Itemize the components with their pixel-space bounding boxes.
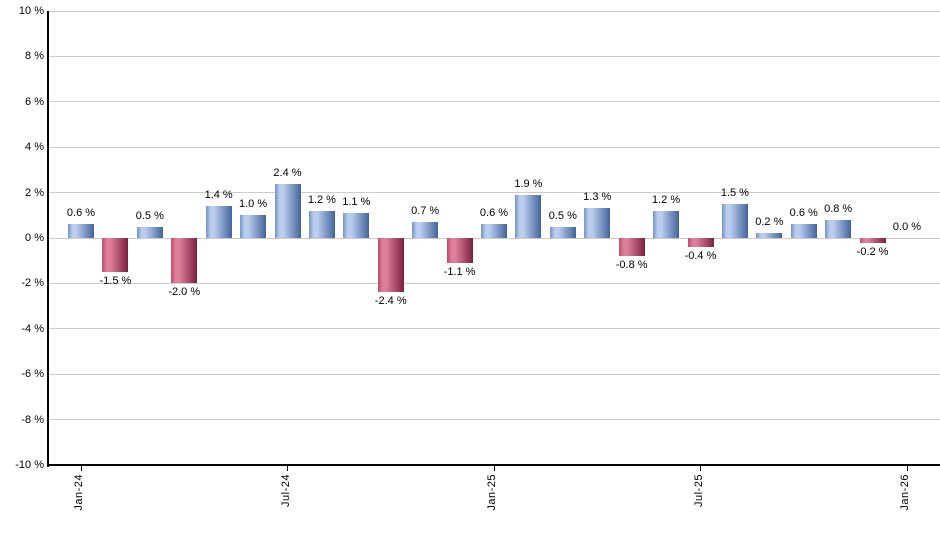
bar xyxy=(515,194,542,238)
y-tick-label: -10 % xyxy=(15,459,44,471)
bar xyxy=(343,213,370,238)
bar-value-label: 0.0 % xyxy=(892,221,922,233)
bar-value-label: 2.4 % xyxy=(273,166,302,179)
gridline xyxy=(48,101,940,103)
gridline xyxy=(48,419,940,421)
bar xyxy=(653,210,680,238)
y-tick-label: 4 % xyxy=(25,141,44,154)
bar-value-label: 1.5 % xyxy=(720,186,749,199)
bar xyxy=(584,208,611,238)
gridline xyxy=(48,192,940,194)
gridline xyxy=(48,55,940,57)
x-tick-mark xyxy=(906,466,908,471)
bar-value-label: 1.1 % xyxy=(342,196,371,209)
y-tick-label: -2 % xyxy=(21,277,44,290)
bar xyxy=(274,183,301,238)
bar xyxy=(859,238,886,243)
x-tick-label: Jan-26 xyxy=(899,474,911,511)
bar-value-label: 0.6 % xyxy=(66,207,96,220)
bar-value-label: -0.4 % xyxy=(684,250,717,263)
bar xyxy=(377,238,404,293)
bar-value-label: 1.9 % xyxy=(514,177,543,190)
bar xyxy=(481,224,507,238)
bar-value-label: 0.7 % xyxy=(411,205,440,218)
bar-value-label: -0.2 % xyxy=(856,245,889,258)
bar xyxy=(171,238,198,284)
gridline xyxy=(48,237,940,239)
gridline xyxy=(48,328,940,330)
bar-value-label: 0.2 % xyxy=(755,216,784,229)
bar-value-label: -2.4 % xyxy=(374,295,407,308)
bar xyxy=(687,238,714,248)
y-tick-label: 0 % xyxy=(25,232,44,244)
gridline xyxy=(48,282,940,284)
gridline xyxy=(48,373,940,375)
y-tick-label: 8 % xyxy=(25,50,44,63)
bar-value-label: 1.2 % xyxy=(652,193,681,206)
bar-value-label: -1.1 % xyxy=(443,265,476,278)
bar xyxy=(756,233,783,238)
bar-value-label: 0.5 % xyxy=(135,209,164,222)
bar-value-label: 1.4 % xyxy=(204,189,233,202)
bar xyxy=(205,206,232,238)
bar xyxy=(102,238,129,273)
bar-value-label: -2.0 % xyxy=(168,286,201,299)
y-tick-label: -8 % xyxy=(21,413,44,426)
bar xyxy=(412,222,439,238)
bar xyxy=(721,203,748,238)
y-tick-label: 2 % xyxy=(25,186,44,199)
x-tick-mark xyxy=(80,466,82,471)
x-tick-mark xyxy=(287,466,288,471)
bar xyxy=(549,226,576,238)
y-tick-label: 6 % xyxy=(25,95,44,108)
bar xyxy=(68,224,94,238)
bar xyxy=(446,238,473,263)
bar-value-label: 1.2 % xyxy=(307,193,336,206)
y-tick-label: -6 % xyxy=(21,368,44,381)
gridline xyxy=(48,10,940,12)
bar xyxy=(790,224,817,238)
bar xyxy=(136,226,163,238)
bar xyxy=(825,219,852,238)
bar-value-label: 1.0 % xyxy=(239,198,268,211)
x-tick-label: Jan-25 xyxy=(486,474,498,511)
y-tick-label: 10 % xyxy=(18,5,44,17)
bar xyxy=(308,210,335,238)
bar-value-label: 0.5 % xyxy=(548,209,577,222)
plot-area: 0.6 % -1.5 % 0.5 % -2.0 % 1.4 % 1.0 % 2.4 % 1.2… xyxy=(48,10,940,466)
bar-value-label: -1.5 % xyxy=(99,275,132,288)
x-tick-label: Jan-24 xyxy=(73,474,85,511)
bar-value-label: -0.8 % xyxy=(615,259,648,272)
x-tick-mark xyxy=(493,466,495,471)
y-axis-line xyxy=(47,11,49,467)
bar-value-label: 1.3 % xyxy=(583,191,612,204)
x-tick-label: Jul-24 xyxy=(279,474,292,507)
bar-value-label: 0.6 % xyxy=(789,207,818,220)
x-tick-label: Jul-25 xyxy=(692,474,705,507)
x-tick-mark xyxy=(700,466,701,471)
bar xyxy=(240,215,267,238)
x-axis-line xyxy=(47,464,940,466)
y-tick-label: -4 % xyxy=(21,322,44,335)
bar-value-label: 0.6 % xyxy=(479,207,509,220)
bar xyxy=(618,238,645,257)
bar-value-label: 0.8 % xyxy=(824,202,853,215)
gridline xyxy=(48,146,940,148)
